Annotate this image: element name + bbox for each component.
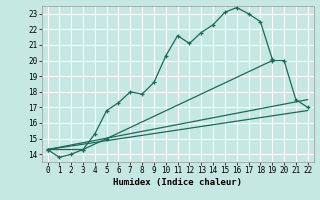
X-axis label: Humidex (Indice chaleur): Humidex (Indice chaleur): [113, 178, 242, 187]
